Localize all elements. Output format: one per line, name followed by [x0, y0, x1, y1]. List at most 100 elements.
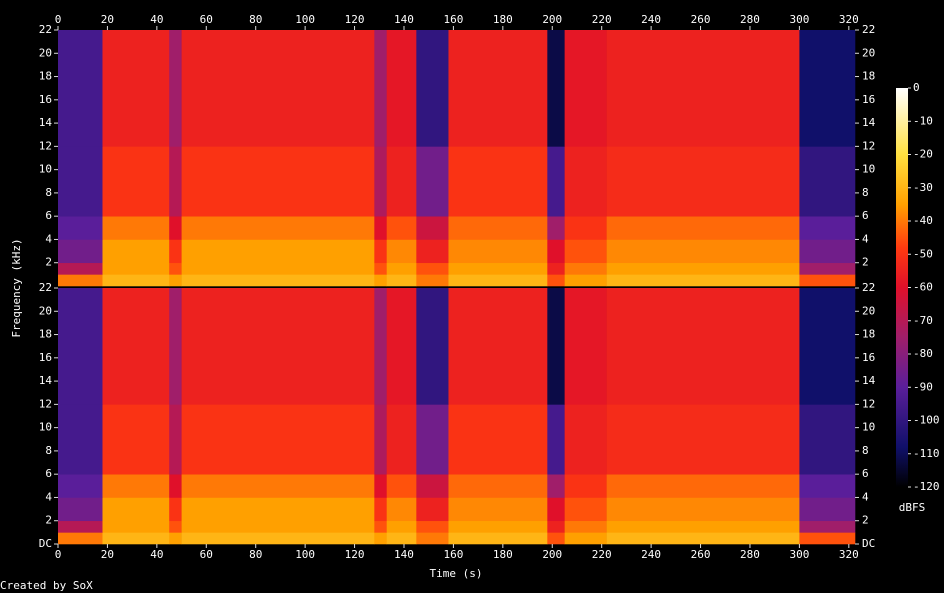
y-tick-label: 12 [39, 397, 52, 410]
colorbar-tick-label: -20 [913, 148, 933, 161]
y-tick-label: 4 [45, 490, 52, 503]
colorbar-tick-label: -60 [913, 281, 933, 294]
x-tick-label-top: 180 [493, 13, 513, 26]
spectrum-cell [374, 274, 387, 287]
spectrum-cell [448, 520, 548, 533]
y-tick-label: 22 [39, 23, 52, 36]
y-tick-label-right: 18 [862, 328, 875, 341]
x-tick-label: 320 [839, 548, 859, 561]
spectrum-cell [102, 532, 170, 545]
y-tick-label: 10 [39, 163, 52, 176]
spectrum-cell [181, 288, 375, 405]
colorbar-tick-label: -120 [913, 480, 940, 493]
spectrum-cell [448, 474, 548, 498]
spectrum-cell [799, 262, 856, 275]
colorbar-tick-label: 0 [913, 81, 920, 94]
spectrum-cell [58, 216, 103, 240]
spectrum-cell [547, 146, 565, 217]
spectrum-cell [102, 274, 170, 287]
x-axis-label: Time (s) [430, 567, 483, 580]
x-tick-label-top: 260 [691, 13, 711, 26]
colorbar-tick-label: -40 [913, 214, 933, 227]
y-tick-label-right: 18 [862, 70, 875, 83]
colorbar-tick-label: -90 [913, 380, 933, 393]
spectrum-cell [58, 288, 103, 405]
spectrum-cell [386, 262, 417, 275]
spectrum-cell [102, 239, 170, 264]
x-tick-label: 0 [55, 548, 62, 561]
spectrum-cell [58, 146, 103, 217]
x-tick-label: 220 [592, 548, 612, 561]
spectrum-cell [181, 239, 375, 264]
spectrum-cell [448, 262, 548, 275]
colorbar-tick-label: -30 [913, 181, 933, 194]
y-tick-label-right: 20 [862, 304, 875, 317]
x-tick-label: 240 [641, 548, 661, 561]
spectrum-cell [386, 532, 417, 545]
y-tick-label-right: 10 [862, 421, 875, 434]
spectrum-cell [102, 404, 170, 475]
spectrum-cell [58, 497, 103, 522]
spectrum-cell [606, 239, 800, 264]
y-tick-label: 8 [45, 186, 52, 199]
spectrum-cell [169, 216, 182, 240]
x-tick-label: 80 [249, 548, 262, 561]
spectrum-cell [386, 288, 417, 405]
spectrum-cell [448, 497, 548, 522]
spectrum-cell [547, 532, 565, 545]
colorbar [896, 88, 908, 487]
y-tick-label-right: 10 [862, 163, 875, 176]
spectrum-cell [102, 520, 170, 533]
spectrum-cell [448, 146, 548, 217]
spectrum-cell [374, 497, 387, 522]
spectrum-cell [564, 239, 607, 264]
spectrum-cell [547, 474, 565, 498]
y-tick-label-right: 6 [862, 209, 869, 222]
spectrum-cell [58, 404, 103, 475]
x-tick-label-top: 140 [394, 13, 414, 26]
y-tick-label: 18 [39, 70, 52, 83]
y-tick-label-right: 4 [862, 490, 869, 503]
y-tick-label-right: 8 [862, 444, 869, 457]
y-tick-label: 14 [39, 374, 53, 387]
spectrum-cell [386, 30, 417, 147]
y-tick-label-right: DC [862, 537, 875, 550]
y-tick-label: 20 [39, 304, 52, 317]
spectrum-cell [606, 497, 800, 522]
spectrum-cell [181, 474, 375, 498]
spectrum-cell [386, 146, 417, 217]
spectrum-cell [102, 216, 170, 240]
spectrum-cell [102, 146, 170, 217]
x-tick-label-top: 60 [200, 13, 213, 26]
spectrum-cell [799, 239, 856, 264]
spectrum-cell [606, 274, 800, 287]
spectrum-cell [169, 274, 182, 287]
spectrum-cell [181, 497, 375, 522]
spectrum-cell [374, 520, 387, 533]
spectrum-cell [547, 274, 565, 287]
y-tick-label-right: 12 [862, 397, 875, 410]
spectrum-cell [416, 497, 449, 522]
x-tick-label: 180 [493, 548, 513, 561]
spectrum-cell [386, 474, 417, 498]
spectrum-cell [374, 474, 387, 498]
spectrum-cell [606, 146, 800, 217]
spectrum-cell [416, 216, 449, 240]
y-tick-label-right: 22 [862, 281, 875, 294]
spectrum-cell [448, 288, 548, 405]
spectrum-cell [416, 404, 449, 475]
spectrum-cell [564, 216, 607, 240]
spectrum-cell [606, 30, 800, 147]
spectrum-cell [564, 520, 607, 533]
credit: Created by SoX [0, 579, 93, 592]
spectrum-cell [58, 474, 103, 498]
spectrum-cell [799, 146, 856, 217]
x-tick-label-top: 280 [740, 13, 760, 26]
x-tick-label-top: 200 [542, 13, 562, 26]
x-tick-label: 60 [200, 548, 213, 561]
x-tick-label: 280 [740, 548, 760, 561]
spectrum-cell [547, 497, 565, 522]
spectrum-cell [58, 262, 103, 275]
x-tick-label-top: 20 [101, 13, 114, 26]
y-tick-label: 16 [39, 93, 52, 106]
